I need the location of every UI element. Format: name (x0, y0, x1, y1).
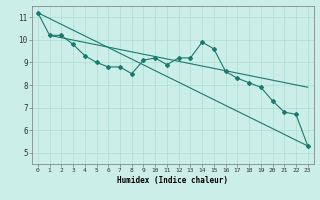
X-axis label: Humidex (Indice chaleur): Humidex (Indice chaleur) (117, 176, 228, 185)
